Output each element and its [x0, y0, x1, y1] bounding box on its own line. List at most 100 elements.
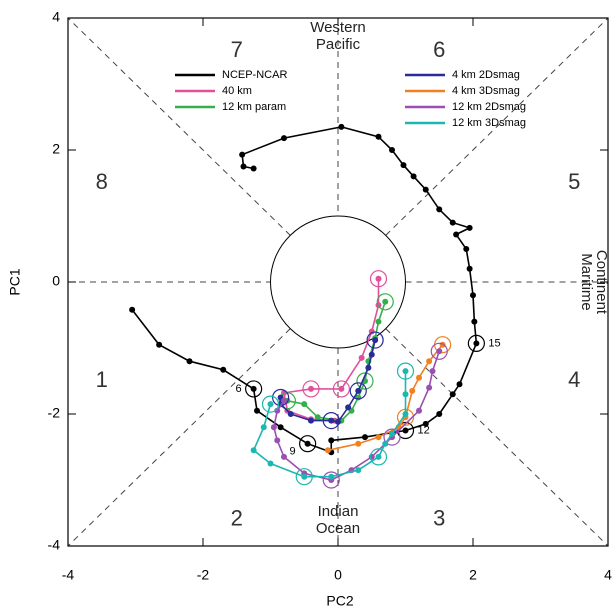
data-point [456, 381, 463, 388]
data-point [328, 437, 335, 444]
x-tick-label: -4 [62, 567, 75, 583]
legend-label: 4 km 2Dsmag [452, 69, 520, 81]
data-point [304, 440, 311, 447]
data-point [389, 147, 395, 153]
data-point [250, 447, 257, 454]
data-point [355, 467, 362, 474]
data-point [281, 397, 287, 404]
phase-label: 4 [568, 367, 580, 392]
data-point [365, 364, 372, 371]
data-point [426, 358, 433, 365]
x-tick-label: -2 [197, 567, 210, 583]
region-label: Indian [318, 503, 359, 520]
region-label: Ocean [316, 520, 360, 537]
annotation: 9 [290, 446, 296, 458]
annotation: 6 [236, 383, 242, 395]
phase-label: 8 [96, 169, 108, 194]
y-tick-label: 0 [52, 273, 60, 289]
data-point [281, 453, 287, 460]
phase-label: 5 [568, 169, 580, 194]
x-tick-label: 4 [604, 567, 612, 583]
x-tick-label: 2 [469, 567, 477, 583]
data-point [250, 165, 257, 172]
data-point [470, 292, 476, 299]
series-line [283, 278, 380, 422]
data-point [239, 151, 246, 158]
data-point [382, 298, 389, 305]
data-point [422, 186, 429, 193]
point-ring [245, 380, 263, 398]
data-point [274, 437, 281, 444]
point-ring [295, 468, 313, 486]
point-ring [369, 448, 388, 466]
legend-label: NCEP-NCAR [222, 69, 287, 81]
data-point [402, 427, 409, 434]
data-point [416, 407, 422, 414]
y-tick-label: 2 [52, 141, 60, 157]
point-ring [322, 471, 340, 489]
phase-label: 2 [231, 505, 243, 530]
data-point [270, 424, 277, 431]
region-label: Western [310, 19, 366, 36]
point-ring [366, 331, 384, 349]
data-point [220, 366, 227, 373]
data-point [260, 424, 267, 431]
data-point [301, 401, 308, 408]
data-point [471, 318, 478, 325]
data-point [426, 384, 433, 391]
data-point [463, 246, 470, 252]
data-point [301, 473, 308, 480]
data-point [314, 414, 321, 421]
annotation: 15 [488, 337, 500, 349]
data-point [410, 173, 417, 180]
data-point [466, 224, 473, 231]
point-ring [467, 334, 485, 352]
guide-line [67, 328, 291, 547]
data-point [389, 430, 395, 437]
point-ring [302, 380, 320, 398]
data-point [129, 306, 136, 313]
data-point [402, 391, 409, 398]
data-point [267, 460, 274, 467]
point-ring [322, 412, 340, 430]
data-point [375, 275, 382, 282]
guide-line [385, 17, 609, 236]
legend-label: 40 km [222, 85, 252, 97]
legend-label: 4 km 3Dsmag [452, 85, 520, 97]
x-axis-label: PC2 [326, 593, 353, 609]
annotation: 12 [418, 424, 430, 436]
legend-label: 12 km 3Dsmag [452, 117, 526, 129]
phase-label: 7 [231, 37, 243, 62]
y-tick-label: -4 [48, 537, 61, 553]
point-ring [369, 270, 388, 288]
data-point [402, 368, 409, 375]
data-point [358, 354, 365, 361]
point-ring [261, 395, 280, 413]
data-point [156, 341, 163, 348]
legend-label: 12 km param [222, 101, 286, 113]
data-point [368, 351, 375, 358]
data-point [473, 340, 480, 347]
data-point [375, 453, 382, 460]
data-point [338, 385, 345, 392]
y-tick-label: 4 [52, 9, 60, 25]
data-point [267, 401, 274, 408]
data-point [436, 411, 443, 417]
region-label: Maritime [578, 253, 595, 311]
data-point [382, 440, 389, 447]
point-ring [430, 342, 448, 360]
phase-label: 6 [433, 37, 445, 62]
data-point [338, 123, 345, 130]
data-point [375, 133, 382, 140]
data-point [277, 424, 284, 431]
data-point [345, 404, 352, 411]
point-ring [356, 372, 374, 390]
data-point [375, 434, 382, 441]
y-axis-label: PC1 [7, 268, 23, 295]
series-line [279, 339, 376, 423]
x-tick-label: 0 [334, 567, 342, 583]
point-ring [349, 382, 367, 400]
phase-label: 1 [96, 367, 108, 392]
data-point [250, 385, 257, 392]
data-point [186, 358, 193, 365]
